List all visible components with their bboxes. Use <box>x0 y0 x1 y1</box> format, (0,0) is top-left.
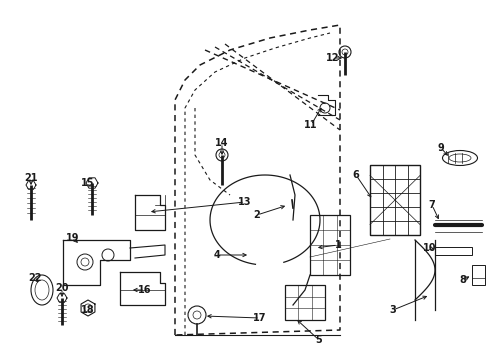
Text: 18: 18 <box>81 305 95 315</box>
Text: 4: 4 <box>214 250 220 260</box>
Bar <box>310 215 350 275</box>
Text: 6: 6 <box>353 170 359 180</box>
Bar <box>472 265 485 285</box>
Text: 13: 13 <box>238 197 252 207</box>
Text: 19: 19 <box>66 233 80 243</box>
Text: 10: 10 <box>423 243 437 253</box>
Text: 15: 15 <box>81 178 95 188</box>
Text: 14: 14 <box>215 138 229 148</box>
Text: 7: 7 <box>429 200 436 210</box>
Text: 17: 17 <box>253 313 267 323</box>
Text: 12: 12 <box>326 53 340 63</box>
Text: 11: 11 <box>304 120 318 130</box>
Text: 9: 9 <box>438 143 444 153</box>
Text: 21: 21 <box>24 173 38 183</box>
Text: 1: 1 <box>335 240 342 250</box>
Bar <box>285 285 325 320</box>
Bar <box>435 247 472 255</box>
Text: 5: 5 <box>316 335 322 345</box>
Text: 2: 2 <box>254 210 260 220</box>
Text: 16: 16 <box>138 285 152 295</box>
Bar <box>370 165 420 235</box>
Text: 22: 22 <box>28 273 42 283</box>
Text: 8: 8 <box>460 275 466 285</box>
Text: 20: 20 <box>55 283 69 293</box>
Text: 3: 3 <box>390 305 396 315</box>
